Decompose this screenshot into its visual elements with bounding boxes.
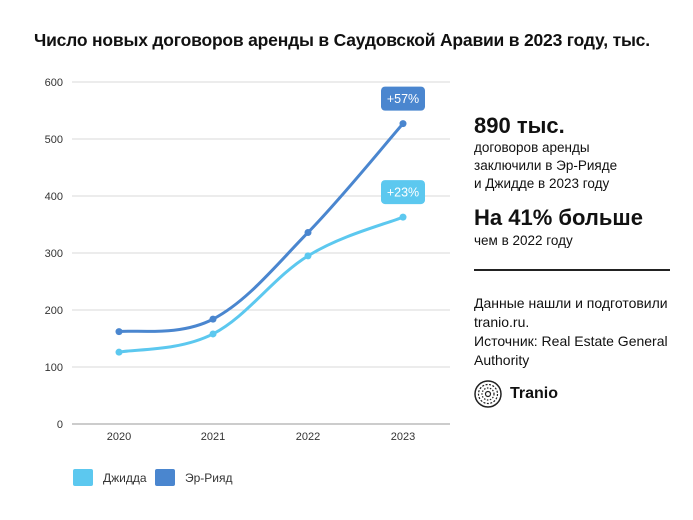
- y-tick-label: 600: [45, 77, 63, 89]
- data-point: [399, 120, 407, 128]
- growth-value: На 41% больше: [474, 205, 643, 230]
- data-point: [115, 348, 123, 356]
- x-tick-label: 2021: [201, 431, 225, 443]
- change-badge-label: +23%: [387, 186, 419, 200]
- note-line: Authority: [474, 352, 530, 368]
- data-point: [304, 252, 312, 260]
- y-tick-label: 100: [45, 362, 63, 374]
- change-badge: [381, 86, 425, 111]
- x-tick-label: 2022: [296, 431, 320, 443]
- change-badge-label: +57%: [387, 92, 419, 106]
- total-contracts-desc: договоров аренды заключили в Эр-Рияде и …: [474, 139, 674, 193]
- note-line: Данные нашли и подготовили: [474, 295, 668, 311]
- series-line-riyadh: [117, 122, 405, 334]
- y-tick-label: 400: [45, 191, 63, 203]
- y-tick-label: 300: [45, 248, 63, 260]
- total-desc-line: заключили в Эр-Рияде: [474, 158, 618, 173]
- y-tick-label: 500: [45, 134, 63, 146]
- y-tick-label: 200: [45, 305, 63, 317]
- tranio-logo-icon: [474, 380, 502, 408]
- x-tick-label: 2023: [391, 431, 415, 443]
- total-desc-line: и Джидде в 2023 году: [474, 176, 610, 191]
- logo-text: Tranio: [510, 385, 559, 402]
- change-badge: [381, 180, 425, 205]
- divider: [474, 269, 670, 271]
- data-point: [399, 213, 407, 221]
- legend-item-jeddah: Джидда: [73, 469, 147, 486]
- legend-label-jeddah: Джидда: [103, 470, 147, 485]
- data-point: [209, 315, 217, 323]
- growth-desc: чем в 2022 году: [474, 233, 573, 248]
- legend-label-riyadh: Эр-Рияд: [185, 470, 233, 485]
- note-line: Источник: Real Estate General: [474, 333, 668, 349]
- legend-swatch-riyadh: [155, 469, 175, 486]
- tranio-logo: Tranio: [474, 380, 558, 408]
- data-point: [209, 330, 217, 338]
- y-tick-label: 0: [57, 419, 63, 431]
- legend-item-riyadh: Эр-Рияд: [155, 469, 233, 486]
- note-line: tranio.ru.: [474, 314, 530, 330]
- total-desc-line: договоров аренды: [474, 140, 590, 155]
- x-tick-label: 2020: [107, 431, 131, 443]
- data-point: [115, 328, 123, 336]
- data-point: [304, 228, 312, 236]
- chart-title: Число новых договоров аренды в Саудовско…: [34, 30, 650, 50]
- source-note: Данные нашли и подготовили tranio.ru. Ис…: [474, 294, 679, 370]
- legend-swatch-jeddah: [73, 469, 93, 486]
- total-contracts-value: 890 тыс.: [474, 113, 565, 138]
- series-line-jeddah: [117, 215, 405, 354]
